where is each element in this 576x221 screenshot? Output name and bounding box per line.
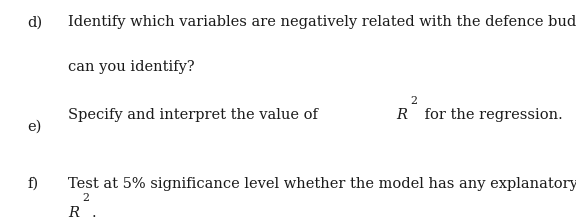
Text: Test at 5% significance level whether the model has any explanatory power by usi: Test at 5% significance level whether th… <box>68 177 576 191</box>
Text: Specify and interpret the value of: Specify and interpret the value of <box>68 108 323 122</box>
Text: Identify which variables are negatively related with the defence budget outlay. : Identify which variables are negatively … <box>68 15 576 29</box>
Text: R: R <box>68 206 79 220</box>
Text: f): f) <box>28 177 39 191</box>
Text: d): d) <box>28 15 43 29</box>
Text: e): e) <box>28 119 42 133</box>
Text: for the regression.: for the regression. <box>419 108 562 122</box>
Text: R: R <box>396 108 407 122</box>
Text: 2: 2 <box>82 193 89 203</box>
Text: 2: 2 <box>411 96 418 106</box>
Text: can you identify?: can you identify? <box>68 60 195 74</box>
Text: .: . <box>91 206 96 220</box>
